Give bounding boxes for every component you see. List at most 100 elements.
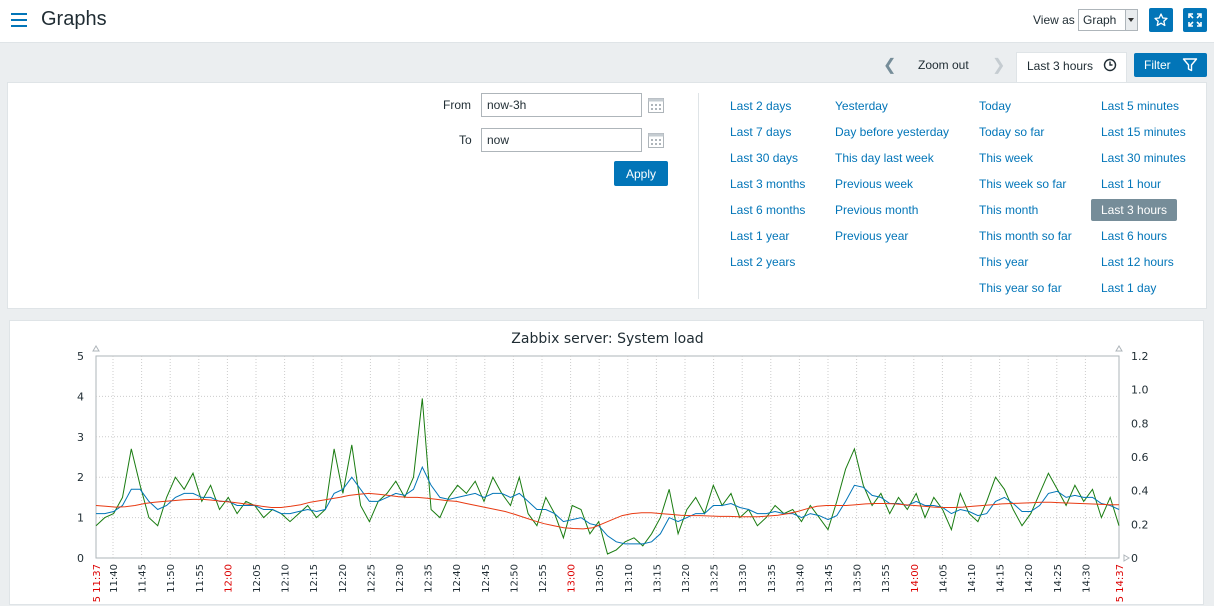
x-tick-label: 13:10: [624, 564, 635, 593]
menu-icon[interactable]: [11, 13, 27, 27]
series-line: [95, 492, 1119, 530]
x-tick-label: 11:40: [109, 564, 120, 593]
quick-range-link[interactable]: Yesterday: [835, 99, 888, 113]
y-tick-left: 2: [77, 471, 84, 484]
from-input[interactable]: [481, 93, 642, 117]
clock-icon: [1103, 58, 1117, 72]
tab-time-label: Last 3 hours: [1027, 59, 1094, 73]
x-tick-label: 12:00: [223, 564, 234, 593]
y-tick-left: 5: [77, 350, 84, 363]
zoom-out-button[interactable]: Zoom out: [918, 58, 969, 72]
divider: [698, 93, 699, 299]
quick-range-link[interactable]: Last 30 days: [730, 151, 799, 165]
header-bar: Graphs View as Graph: [0, 0, 1214, 43]
quick-range-link[interactable]: This month: [979, 203, 1039, 217]
x-tick-label: 13:30: [738, 564, 749, 593]
x-tick-label: 12:40: [452, 564, 463, 593]
x-tick-label: 5 11:37: [92, 564, 103, 602]
axis-arrow: [92, 345, 100, 352]
quick-range-link[interactable]: Last 1 day: [1101, 281, 1157, 295]
quick-range-link[interactable]: This week so far: [979, 177, 1067, 191]
quick-range-link[interactable]: Last 5 minutes: [1101, 99, 1180, 113]
quick-range-link[interactable]: Last 2 years: [730, 255, 796, 269]
from-label: From: [443, 98, 471, 112]
x-tick-label: 11:55: [195, 564, 206, 593]
x-tick-label: 14:20: [1024, 564, 1035, 593]
x-tick-label: 14:30: [1081, 564, 1092, 593]
quick-range-selected[interactable]: Last 3 hours: [1091, 199, 1178, 221]
chart: 0 1 2 3 4 5 0 0.2 0.4 0.6 0.8 1.0 1.2 5 11:37 11:40 11:…: [77, 345, 1149, 602]
x-tick-label: 12:45: [481, 564, 492, 593]
quick-range-link[interactable]: Last 6 hours: [1101, 229, 1168, 243]
to-label: To: [459, 133, 472, 147]
quick-range-link[interactable]: Last 3 months: [730, 177, 806, 191]
to-input[interactable]: [481, 128, 642, 152]
x-tick-label: 12:30: [395, 564, 406, 593]
x-tick-label: 13:55: [881, 564, 892, 593]
x-tick-label: 13:00: [567, 564, 578, 593]
axis-arrow: [1123, 554, 1130, 562]
filter-button[interactable]: Filter: [1134, 53, 1207, 77]
x-tick-label: 12:55: [538, 564, 549, 593]
x-tick-label: 13:25: [710, 564, 721, 593]
calendar-icon[interactable]: [648, 97, 664, 113]
quick-range-link[interactable]: Last 12 hours: [1101, 255, 1174, 269]
filter-panel: From To Apply Last 2 days Last 7 days Last…: [7, 82, 1207, 309]
tab-time-range[interactable]: Last 3 hours: [1016, 52, 1127, 83]
quick-range-link[interactable]: Previous month: [835, 203, 919, 217]
quick-range-link[interactable]: Last 6 months: [730, 203, 806, 217]
calendar-icon[interactable]: [648, 132, 664, 148]
prev-period-icon[interactable]: ❮: [883, 57, 897, 74]
plot-area: [95, 355, 1120, 559]
quick-range-link[interactable]: Last 7 days: [730, 125, 792, 139]
quick-range-link[interactable]: Previous week: [835, 177, 914, 191]
quick-range-link[interactable]: Day before yesterday: [835, 125, 950, 139]
fullscreen-icon[interactable]: [1183, 8, 1207, 32]
x-tick-label: 14:25: [1053, 564, 1064, 593]
quick-range-link[interactable]: Previous year: [835, 229, 909, 243]
x-tick-label: 13:35: [767, 564, 778, 593]
quick-range-link[interactable]: Last 30 minutes: [1101, 151, 1186, 165]
x-tick-label: 13:20: [681, 564, 692, 593]
y-tick-right: 1.2: [1131, 350, 1149, 363]
graph-panel: Zabbix server: System load 0 1 2 3 4 5 0 0.2 0.4…: [9, 320, 1204, 605]
quick-range-link[interactable]: Today: [979, 99, 1012, 113]
y-tick-right: 1.0: [1131, 384, 1149, 397]
next-period-icon[interactable]: ❯: [992, 57, 1006, 74]
x-tick-label: 12:15: [309, 564, 320, 593]
apply-button[interactable]: Apply: [614, 161, 668, 186]
quick-range-link[interactable]: Last 1 year: [730, 229, 790, 243]
graph-title: Zabbix server: System load: [511, 331, 704, 347]
series-line: [96, 465, 1120, 545]
y-tick-left: 1: [77, 512, 84, 525]
star-icon[interactable]: [1149, 8, 1173, 32]
quick-range-link[interactable]: Last 1 hour: [1101, 177, 1162, 191]
y-tick-right: 0.2: [1131, 518, 1149, 531]
y-tick-left: 3: [77, 431, 84, 444]
x-tick-label: 13:05: [595, 564, 606, 593]
quick-range-link[interactable]: This day last week: [835, 151, 934, 165]
quick-range-link[interactable]: This week: [979, 151, 1034, 165]
x-tick-label: 12:50: [509, 564, 520, 593]
quick-range-link[interactable]: This month so far: [979, 229, 1072, 243]
x-tick-label: 5 14:37: [1115, 564, 1126, 602]
x-tick-label: 11:45: [138, 564, 149, 593]
quick-range-link[interactable]: Last 2 days: [730, 99, 792, 113]
x-tick-label: 14:15: [996, 564, 1007, 593]
y-tick-left: 0: [77, 552, 84, 565]
x-tick-label: 13:50: [853, 564, 864, 593]
x-tick-label: 12:20: [338, 564, 349, 593]
view-as-label: View as: [1033, 13, 1075, 27]
x-tick-label: 12:35: [424, 564, 435, 593]
y-tick-right: 0.4: [1131, 485, 1149, 498]
x-tick-label: 13:15: [652, 564, 663, 593]
x-tick-label: 12:25: [366, 564, 377, 593]
quick-range-link[interactable]: Today so far: [979, 125, 1045, 139]
quick-range-link[interactable]: This year so far: [979, 281, 1062, 295]
dropdown-arrow-icon: [1125, 10, 1137, 30]
view-as-select[interactable]: Graph: [1078, 9, 1138, 31]
y-tick-right: 0.6: [1131, 451, 1149, 464]
quick-range-link[interactable]: Last 15 minutes: [1101, 125, 1186, 139]
quick-range-link[interactable]: This year: [979, 255, 1029, 269]
y-tick-right: 0.8: [1131, 417, 1149, 430]
